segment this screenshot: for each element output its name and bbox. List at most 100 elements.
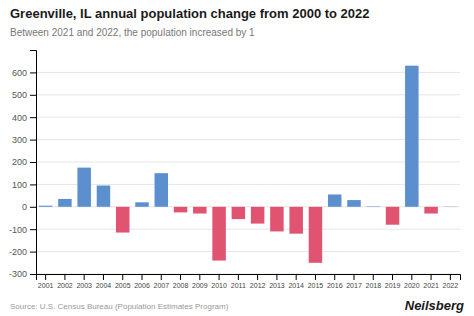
- tick-mark: [30, 95, 36, 96]
- bar: [251, 207, 264, 224]
- tick-mark: [103, 274, 104, 280]
- x-tick: 2017: [346, 274, 362, 289]
- grid: [36, 72, 460, 274]
- bar: [232, 207, 245, 219]
- x-tick: 2011: [231, 274, 246, 289]
- tick-label: 2008: [173, 282, 189, 289]
- tick-mark: [354, 274, 355, 280]
- x-axis: 200120022003 2004200520062007 200820092010…: [37, 274, 461, 289]
- tick-mark: [296, 274, 297, 280]
- y-tick: 0: [22, 202, 36, 212]
- tick-label: 2002: [57, 282, 73, 289]
- tick-mark: [257, 274, 258, 280]
- x-tick: 2007: [153, 274, 169, 289]
- tick-mark: [199, 274, 200, 280]
- tick-mark: [180, 274, 181, 280]
- tick-label: 2003: [76, 282, 92, 289]
- tick-label: 2006: [134, 282, 150, 289]
- tick-label: 200: [12, 157, 27, 167]
- tick-mark: [276, 274, 277, 280]
- bar: [155, 173, 168, 207]
- grid-line: [36, 117, 460, 118]
- x-tick: 2020: [404, 274, 420, 289]
- tick-mark: [334, 274, 335, 280]
- bar: [116, 207, 129, 233]
- bar: [174, 207, 187, 213]
- x-tick: 2014: [288, 274, 304, 289]
- x-tick: 2015: [308, 274, 324, 289]
- chart: Greenville, IL annual population change …: [0, 0, 474, 316]
- axis-line: [30, 51, 37, 275]
- x-tick: 2002: [57, 274, 73, 289]
- title: Greenville, IL annual population change …: [10, 6, 370, 21]
- bar: [193, 207, 206, 214]
- tick-label: 600: [12, 68, 27, 78]
- x-tick: 2003: [76, 274, 92, 289]
- grid-line: [36, 229, 460, 230]
- tick-label: 2011: [231, 282, 246, 289]
- tick-mark: [30, 252, 36, 253]
- axis-line: [37, 275, 461, 281]
- x-tick: 2006: [134, 274, 150, 289]
- tick-mark: [30, 117, 36, 118]
- bar: [424, 207, 437, 214]
- bar: [135, 202, 148, 206]
- tick-label: 2005: [115, 282, 131, 289]
- tick-label: 400: [12, 113, 27, 123]
- tick-mark: [30, 140, 36, 141]
- x-tick: 2021: [423, 274, 439, 289]
- y-tick: -200: [9, 247, 36, 257]
- tick-mark: [431, 274, 432, 280]
- tick-label: -200: [9, 247, 27, 257]
- x-tick: 2013: [269, 274, 285, 289]
- x-tick: 2019: [385, 274, 401, 289]
- y-tick: 200: [12, 157, 36, 167]
- tick-mark: [30, 162, 36, 163]
- grid-line: [36, 162, 460, 163]
- tick-label: 2004: [96, 282, 112, 289]
- tick-mark: [30, 207, 36, 208]
- x-tick: 2018: [365, 274, 381, 289]
- tick-label: 2016: [327, 282, 343, 289]
- tick-mark: [30, 274, 36, 275]
- x-tick: 2010: [211, 274, 227, 289]
- tick-label: 2020: [404, 282, 420, 289]
- x-tick: 2009: [192, 274, 208, 289]
- tick-mark: [142, 274, 143, 280]
- tick-label: 500: [12, 90, 27, 100]
- tick-label: 2018: [365, 282, 381, 289]
- bar: [289, 207, 302, 234]
- tick-label: 2022: [443, 282, 459, 289]
- x-tick: 2022: [443, 274, 459, 289]
- bar: [97, 186, 110, 207]
- tick-label: -300: [9, 269, 27, 279]
- grid-line: [36, 72, 460, 73]
- bar: [39, 206, 52, 207]
- tick-label: 2010: [211, 282, 227, 289]
- bar: [444, 206, 457, 207]
- tick-mark: [315, 274, 316, 280]
- grid-line: [36, 94, 460, 95]
- bar: [270, 207, 283, 232]
- tick-label: 2009: [192, 282, 208, 289]
- subtitle: Between 2021 and 2022, the population in…: [10, 27, 255, 38]
- grid-line: [36, 139, 460, 140]
- tick-label: 2017: [346, 282, 362, 289]
- tick-mark: [392, 274, 393, 280]
- tick-mark: [373, 274, 374, 280]
- bar: [77, 168, 90, 207]
- bars: [39, 66, 457, 263]
- tick-mark: [219, 274, 220, 280]
- tick-label: 2007: [153, 282, 169, 289]
- tick-label: 2021: [423, 282, 439, 289]
- x-tick: 2004: [96, 274, 112, 289]
- source: Source: U.S. Census Bureau (Population E…: [10, 302, 229, 311]
- x-tick: 2008: [173, 274, 189, 289]
- tick-label: 2001: [38, 282, 54, 289]
- tick-mark: [30, 184, 36, 185]
- tick-label: 0: [22, 202, 27, 212]
- tick-label: 2019: [385, 282, 401, 289]
- tick-mark: [64, 274, 65, 280]
- tick-mark: [238, 274, 239, 280]
- tick-label: 2013: [269, 282, 285, 289]
